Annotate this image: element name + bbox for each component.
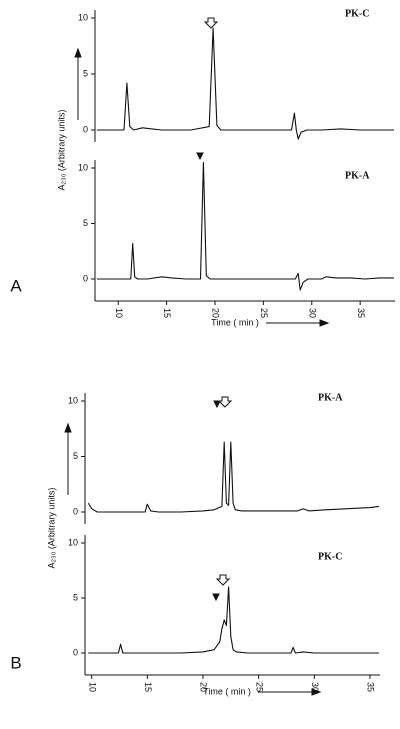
open-arrow	[217, 396, 233, 408]
open-arrow	[215, 574, 231, 586]
x-tick-label: 25	[254, 682, 264, 692]
y-axis-label: A₂₃₀ (Arbitrary units)	[56, 110, 66, 191]
trace	[96, 27, 394, 140]
trace	[96, 161, 394, 291]
open-arrow	[203, 17, 219, 29]
axis-arrows	[64, 47, 330, 696]
panel-label: B	[10, 653, 21, 672]
series-title: PK-A	[345, 170, 370, 181]
arrow-head	[74, 47, 82, 58]
x-tick-label: 35	[356, 308, 366, 318]
series-title: PK-C	[345, 8, 369, 19]
y-tick-label: 10	[68, 395, 78, 405]
arrow-head	[311, 688, 322, 696]
x-tick-label: 25	[259, 308, 269, 318]
x-tick-label: 35	[366, 682, 376, 692]
y-tick-label: 0	[83, 124, 88, 134]
filled-arrowhead	[196, 152, 204, 161]
x-tick-label: 10	[87, 682, 97, 692]
arrow-head	[319, 319, 330, 327]
y-tick-label: 0	[83, 273, 88, 283]
filled-arrowhead	[213, 400, 221, 409]
x-tick-label: 10	[114, 308, 124, 318]
y-tick-label: 5	[73, 592, 78, 602]
x-axis-label: Time ( min )	[203, 686, 251, 696]
panel-label: A	[10, 276, 22, 295]
series-title: PK-C	[318, 551, 342, 562]
y-tick-label: 5	[83, 218, 88, 228]
x-tick-label: 20	[199, 682, 209, 692]
arrow-head	[64, 422, 72, 433]
y-tick-label: 10	[78, 12, 88, 22]
x-tick-label: 30	[310, 682, 320, 692]
y-axis-label: A₂₃₀ (Arbitrary units)	[46, 488, 56, 569]
trace	[88, 586, 379, 654]
x-tick-label: 15	[162, 308, 172, 318]
y-tick-label: 10	[68, 537, 78, 547]
y-tick-label: 5	[73, 451, 78, 461]
filled-arrowhead	[212, 593, 220, 602]
x-tick-label: 15	[143, 682, 153, 692]
x-axis-label: Time ( min )	[211, 317, 259, 327]
y-tick-label: 0	[73, 506, 78, 516]
series-title: PK-A	[318, 392, 343, 403]
y-tick-label: 0	[73, 647, 78, 657]
peak-markers	[196, 17, 233, 602]
x-tick-label: 20	[211, 308, 221, 318]
y-tick-label: 5	[83, 68, 88, 78]
y-tick-label: 10	[78, 162, 88, 172]
trace	[87, 441, 379, 513]
x-tick-label: 30	[307, 308, 317, 318]
